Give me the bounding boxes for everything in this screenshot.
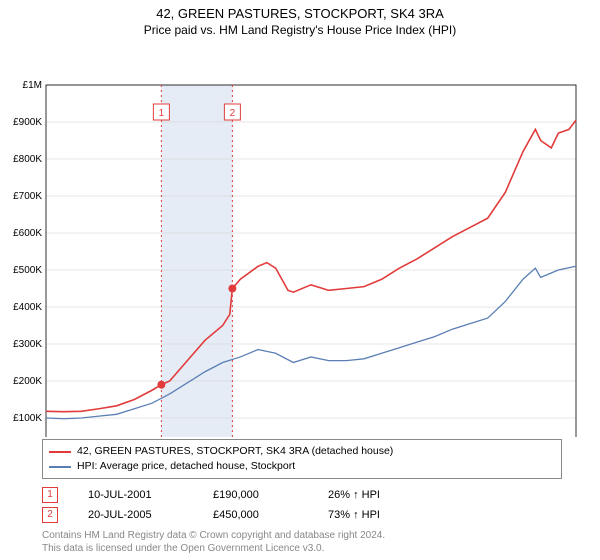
svg-text:£900K: £900K	[13, 117, 42, 128]
legend-label-1: 42, GREEN PASTURES, STOCKPORT, SK4 3RA (…	[77, 444, 393, 459]
event-price-2: £450,000	[213, 509, 298, 521]
legend-item-1: 42, GREEN PASTURES, STOCKPORT, SK4 3RA (…	[49, 444, 555, 459]
footer-attribution: Contains HM Land Registry data © Crown c…	[42, 529, 562, 555]
event-price-1: £190,000	[213, 489, 298, 501]
legend-item-2: HPI: Average price, detached house, Stoc…	[49, 459, 555, 474]
event-row-2: 2 20-JUL-2005 £450,000 73% ↑ HPI	[42, 507, 562, 523]
svg-text:£400K: £400K	[13, 302, 42, 313]
event-row-1: 1 10-JUL-2001 £190,000 26% ↑ HPI	[42, 487, 562, 503]
legend-frame: 42, GREEN PASTURES, STOCKPORT, SK4 3RA (…	[42, 439, 562, 479]
event-delta-1: 26% ↑ HPI	[328, 489, 380, 501]
chart-subtitle: Price paid vs. HM Land Registry's House …	[0, 23, 600, 37]
svg-text:1: 1	[159, 108, 165, 119]
event-date-2: 20-JUL-2005	[88, 509, 183, 521]
chart-title: 42, GREEN PASTURES, STOCKPORT, SK4 3RA	[0, 6, 600, 21]
svg-text:£800K: £800K	[13, 154, 42, 165]
svg-text:2: 2	[230, 108, 236, 119]
event-marker-2: 2	[42, 507, 58, 523]
footer-line-1: Contains HM Land Registry data © Crown c…	[42, 529, 562, 542]
svg-text:£500K: £500K	[13, 265, 42, 276]
chart-plot: £0£100K£200K£300K£400K£500K£600K£700K£80…	[0, 37, 600, 437]
legend-swatch-2	[49, 466, 71, 468]
events-table: 1 10-JUL-2001 £190,000 26% ↑ HPI 2 20-JU…	[42, 487, 562, 523]
legend-and-footer: 42, GREEN PASTURES, STOCKPORT, SK4 3RA (…	[42, 439, 562, 555]
svg-text:£700K: £700K	[13, 191, 42, 202]
svg-text:£200K: £200K	[13, 376, 42, 387]
title-block: 42, GREEN PASTURES, STOCKPORT, SK4 3RA P…	[0, 0, 600, 37]
event-date-1: 10-JUL-2001	[88, 489, 183, 501]
legend-swatch-1	[49, 451, 71, 453]
event-marker-1: 1	[42, 487, 58, 503]
event-delta-2: 73% ↑ HPI	[328, 509, 380, 521]
svg-text:£100K: £100K	[13, 413, 42, 424]
event-marker-1-idx: 1	[47, 488, 53, 502]
svg-text:£1M: £1M	[23, 80, 42, 91]
svg-text:£600K: £600K	[13, 228, 42, 239]
event-marker-2-idx: 2	[47, 508, 53, 522]
chart-container: 42, GREEN PASTURES, STOCKPORT, SK4 3RA P…	[0, 0, 600, 560]
legend-label-2: HPI: Average price, detached house, Stoc…	[77, 459, 295, 474]
svg-text:£300K: £300K	[13, 339, 42, 350]
footer-line-2: This data is licensed under the Open Gov…	[42, 542, 562, 555]
